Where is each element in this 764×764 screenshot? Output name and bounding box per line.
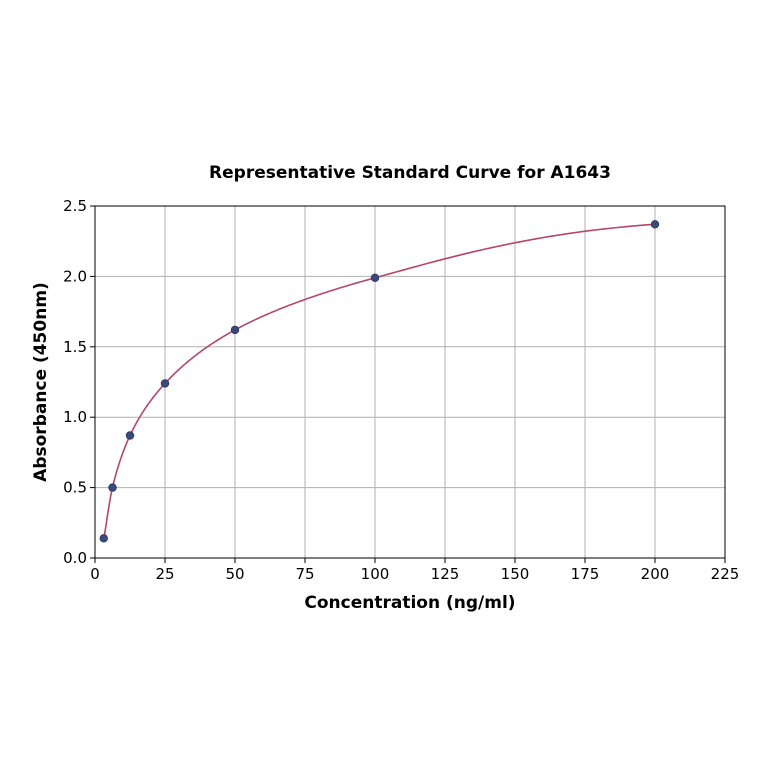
x-tick-label: 150 bbox=[501, 565, 530, 583]
x-tick-label: 125 bbox=[431, 565, 460, 583]
y-tick-label: 0.0 bbox=[63, 549, 87, 567]
y-tick-label: 0.5 bbox=[63, 479, 87, 497]
plot-frame bbox=[94, 205, 726, 559]
data-point bbox=[650, 220, 660, 229]
x-tick-label: 25 bbox=[155, 565, 174, 583]
y-tick-label: 2.0 bbox=[63, 267, 87, 285]
y-tick-label: 2.5 bbox=[63, 197, 87, 215]
x-tick-label: 225 bbox=[711, 565, 740, 583]
x-tick-label: 100 bbox=[361, 565, 390, 583]
y-axis-ticks: 0.0 0.5 1.0 1.5 2.0 2.5 bbox=[63, 197, 95, 567]
x-tick-label: 200 bbox=[641, 565, 670, 583]
x-axis-ticks: 0 25 50 75 100 125 150 175 200 225 bbox=[90, 558, 739, 583]
x-tick-label: 75 bbox=[295, 565, 314, 583]
data-point bbox=[230, 325, 240, 335]
data-point bbox=[99, 534, 108, 543]
y-axis-label: Absorbance (450nm) bbox=[31, 282, 51, 482]
y-tick-label: 1.5 bbox=[63, 338, 87, 356]
data-points bbox=[99, 220, 660, 543]
chart-title: Representative Standard Curve for A1643 bbox=[209, 163, 611, 183]
data-point bbox=[108, 483, 117, 492]
fitted-curve bbox=[102, 223, 656, 539]
data-point bbox=[160, 379, 170, 388]
data-point bbox=[125, 431, 135, 440]
x-tick-label: 175 bbox=[571, 565, 600, 583]
x-tick-label: 0 bbox=[90, 565, 100, 583]
data-point bbox=[370, 273, 380, 283]
x-tick-label: 50 bbox=[225, 565, 244, 583]
y-tick-label: 1.0 bbox=[63, 408, 87, 426]
x-axis-label: Concentration (ng/ml) bbox=[304, 593, 515, 613]
grid-lines bbox=[94, 205, 726, 559]
